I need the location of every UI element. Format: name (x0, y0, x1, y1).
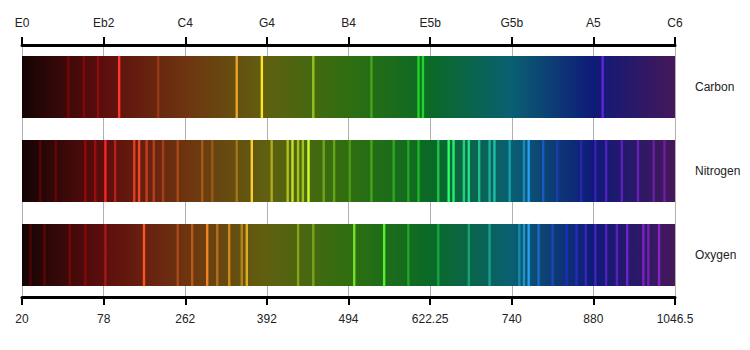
svg-text:20: 20 (15, 312, 29, 326)
svg-text:C4: C4 (178, 16, 194, 30)
svg-text:880: 880 (583, 312, 603, 326)
svg-text:Nitrogen: Nitrogen (695, 164, 740, 178)
svg-text:494: 494 (338, 312, 358, 326)
svg-text:B4: B4 (341, 16, 356, 30)
svg-text:E0: E0 (15, 16, 30, 30)
svg-text:1046.5: 1046.5 (657, 312, 694, 326)
svg-text:A5: A5 (586, 16, 601, 30)
svg-text:Oxygen: Oxygen (695, 248, 736, 262)
svg-text:G5b: G5b (500, 16, 523, 30)
svg-text:740: 740 (502, 312, 522, 326)
svg-text:622.25: 622.25 (412, 312, 449, 326)
svg-text:Carbon: Carbon (695, 80, 734, 94)
svg-text:Eb2: Eb2 (93, 16, 115, 30)
svg-text:G4: G4 (259, 16, 275, 30)
svg-text:C6: C6 (667, 16, 683, 30)
svg-text:392: 392 (257, 312, 277, 326)
svg-text:78: 78 (97, 312, 111, 326)
svg-text:262: 262 (175, 312, 195, 326)
svg-text:E5b: E5b (419, 16, 441, 30)
